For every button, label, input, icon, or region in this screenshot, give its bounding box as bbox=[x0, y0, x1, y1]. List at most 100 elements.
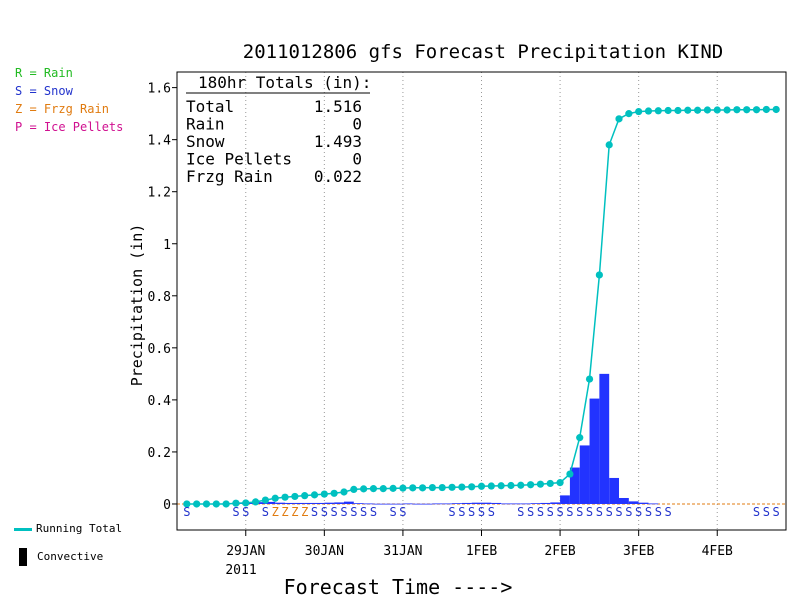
type-marker: S bbox=[596, 505, 603, 519]
type-marker: S bbox=[615, 505, 622, 519]
precip-bar bbox=[265, 501, 276, 504]
precip-bar bbox=[550, 502, 561, 504]
precip-bar bbox=[363, 503, 374, 505]
precip-bar bbox=[481, 502, 492, 504]
running-total-point bbox=[743, 106, 751, 114]
totals-heading: 180hr Totals (in): bbox=[198, 73, 371, 92]
type-marker: S bbox=[763, 505, 770, 519]
running-total-point bbox=[517, 481, 525, 489]
precip-bar bbox=[432, 503, 443, 505]
type-marker: S bbox=[262, 505, 269, 519]
precip-bar bbox=[540, 502, 551, 504]
type-marker: S bbox=[389, 505, 396, 519]
running-total-point bbox=[762, 105, 770, 114]
type-marker: S bbox=[586, 505, 593, 519]
precip-bar bbox=[393, 503, 403, 505]
y-axis-label: Precipitation (in) bbox=[128, 224, 146, 387]
precip-bar bbox=[442, 503, 453, 505]
type-marker: S bbox=[311, 505, 318, 519]
totals-row-value: 1.516 bbox=[314, 97, 362, 116]
running-total-point bbox=[428, 483, 436, 492]
precip-bar bbox=[599, 373, 610, 504]
running-total-point bbox=[271, 494, 279, 502]
type-marker: S bbox=[665, 505, 672, 519]
type-marker: S bbox=[576, 505, 583, 519]
precip-bar bbox=[560, 495, 570, 504]
running-total-point bbox=[772, 105, 780, 114]
precip-bar bbox=[579, 445, 590, 504]
running-total-point bbox=[654, 107, 662, 115]
running-total-point bbox=[242, 499, 250, 507]
precip-bar bbox=[373, 503, 384, 505]
running-total-point bbox=[605, 141, 613, 149]
x-tick-label: 31JAN bbox=[383, 544, 422, 559]
legend-convective-label: Convective bbox=[37, 550, 104, 563]
y-tick-label: 1.6 bbox=[148, 82, 171, 97]
type-marker: S bbox=[635, 505, 642, 519]
totals-row-name: Frzg Rain bbox=[186, 167, 273, 186]
precip-bar bbox=[609, 477, 620, 504]
running-total-point bbox=[251, 498, 260, 506]
precip-bar bbox=[255, 502, 266, 504]
legend-rain: R = Rain bbox=[15, 66, 73, 80]
chart-title: 2011012806 gfs Forecast Precipitation KI… bbox=[243, 41, 723, 63]
running-total-swatch bbox=[14, 527, 32, 531]
type-marker: S bbox=[645, 505, 652, 519]
legend-running-total-label: Running Total bbox=[36, 522, 123, 535]
type-marker: S bbox=[183, 505, 190, 519]
type-marker: S bbox=[360, 505, 367, 519]
running-total-point bbox=[399, 484, 407, 492]
precip-bar bbox=[520, 503, 531, 505]
type-marker: S bbox=[340, 505, 347, 519]
legend-snow: S = Snow bbox=[15, 84, 73, 98]
running-total-point bbox=[350, 485, 358, 494]
legend-convective: Convective bbox=[14, 548, 103, 566]
running-total-point bbox=[546, 479, 554, 488]
y-tick-label: 0.8 bbox=[148, 290, 171, 305]
precip-bar bbox=[619, 497, 629, 504]
type-marker: S bbox=[399, 505, 406, 519]
precip-bar bbox=[294, 502, 305, 504]
type-marker: S bbox=[321, 505, 328, 519]
running-total-point bbox=[389, 484, 397, 492]
precip-bar bbox=[285, 502, 295, 504]
precip-bar bbox=[324, 502, 335, 504]
type-marker: S bbox=[556, 505, 563, 519]
x-tick-label: 3FEB bbox=[623, 544, 654, 559]
precip-bar bbox=[501, 503, 511, 505]
running-total-point bbox=[674, 106, 682, 115]
running-total-point bbox=[458, 483, 466, 491]
precip-bar bbox=[510, 503, 521, 505]
running-total-point bbox=[360, 485, 368, 493]
type-marker: S bbox=[232, 505, 239, 519]
running-total-point bbox=[291, 492, 299, 501]
y-tick-label: 1.4 bbox=[148, 134, 172, 149]
precip-bar bbox=[334, 502, 344, 504]
legend-ice-pellets: P = Ice Pellets bbox=[15, 120, 124, 134]
precip-bar bbox=[638, 502, 649, 504]
running-total-point bbox=[330, 489, 338, 497]
precip-bar bbox=[412, 503, 423, 505]
running-total-point bbox=[438, 483, 446, 492]
running-total-point bbox=[733, 106, 741, 114]
type-marker: S bbox=[606, 505, 613, 519]
type-marker: S bbox=[478, 505, 485, 519]
running-total-point bbox=[576, 434, 584, 442]
legend-running-total: Running Total bbox=[14, 522, 122, 535]
type-marker: S bbox=[625, 505, 632, 519]
x-tick-label: 4FEB bbox=[702, 544, 733, 559]
running-total-point bbox=[281, 493, 289, 501]
precip-bar bbox=[530, 503, 541, 504]
running-total-point bbox=[212, 500, 220, 508]
totals-row-value: 1.493 bbox=[314, 132, 362, 151]
running-total-point bbox=[497, 482, 505, 490]
precip-bar bbox=[353, 503, 364, 504]
precip-bar bbox=[314, 502, 325, 504]
running-total-point bbox=[752, 106, 761, 114]
y-tick-label: 0 bbox=[163, 498, 171, 513]
precip-bar bbox=[304, 502, 315, 504]
running-total-point bbox=[536, 480, 545, 488]
type-marker: S bbox=[753, 505, 760, 519]
precip-bar bbox=[402, 503, 413, 505]
